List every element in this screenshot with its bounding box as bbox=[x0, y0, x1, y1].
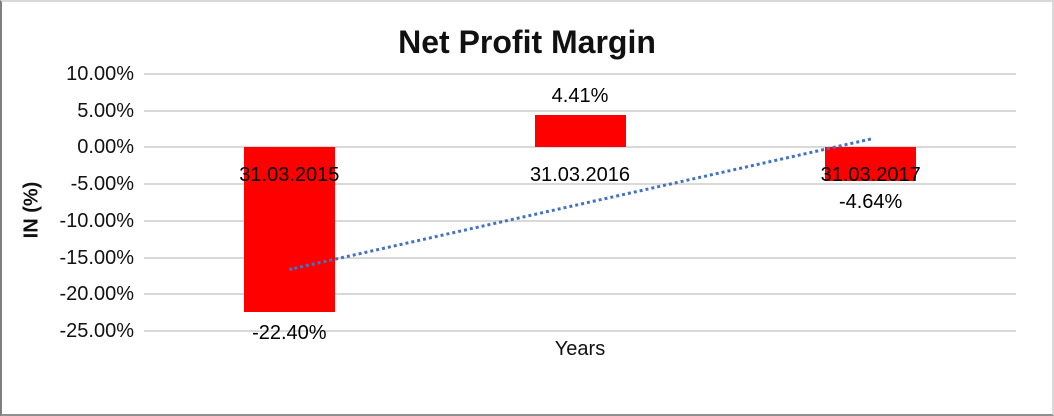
gridline bbox=[144, 109, 1016, 112]
y-axis-tick-label: -20.00% bbox=[59, 283, 135, 306]
bar-series-31.03.2017[interactable] bbox=[825, 147, 917, 182]
category-label: 31.03.2015 bbox=[239, 164, 340, 187]
y-axis-tick-label: 10.00% bbox=[66, 63, 134, 85]
chart-title: Net Profit Margin bbox=[398, 24, 656, 60]
bar-series-31.03.2016[interactable] bbox=[534, 115, 626, 148]
category-label: 31.03.2016 bbox=[529, 164, 631, 187]
gridline bbox=[144, 183, 1016, 186]
category-label: 31.03.2017 bbox=[820, 164, 921, 187]
gridline bbox=[144, 146, 1016, 149]
data-label: 4.41% bbox=[551, 85, 609, 108]
gridline bbox=[144, 330, 1016, 332]
data-label: -4.64% bbox=[838, 191, 903, 214]
data-label: -22.40% bbox=[252, 321, 327, 344]
y-axis-tick-label: 5.00% bbox=[77, 99, 134, 122]
y-axis-tick-label: -15.00% bbox=[59, 246, 135, 269]
bar-series-31.03.2015[interactable] bbox=[243, 147, 335, 312]
y-axis-tick-label: 0.00% bbox=[77, 136, 134, 159]
x-axis-title: Years bbox=[554, 338, 606, 360]
y-axis-tick-label: -5.00% bbox=[70, 173, 134, 196]
gridline bbox=[144, 219, 1016, 222]
gridline bbox=[144, 256, 1016, 259]
gridline bbox=[144, 293, 1016, 296]
gridline bbox=[144, 73, 1016, 75]
y-axis-tick-label: -25.00% bbox=[59, 320, 135, 342]
trendline[interactable] bbox=[289, 137, 872, 271]
y-axis-tick-label: -10.00% bbox=[59, 209, 135, 232]
